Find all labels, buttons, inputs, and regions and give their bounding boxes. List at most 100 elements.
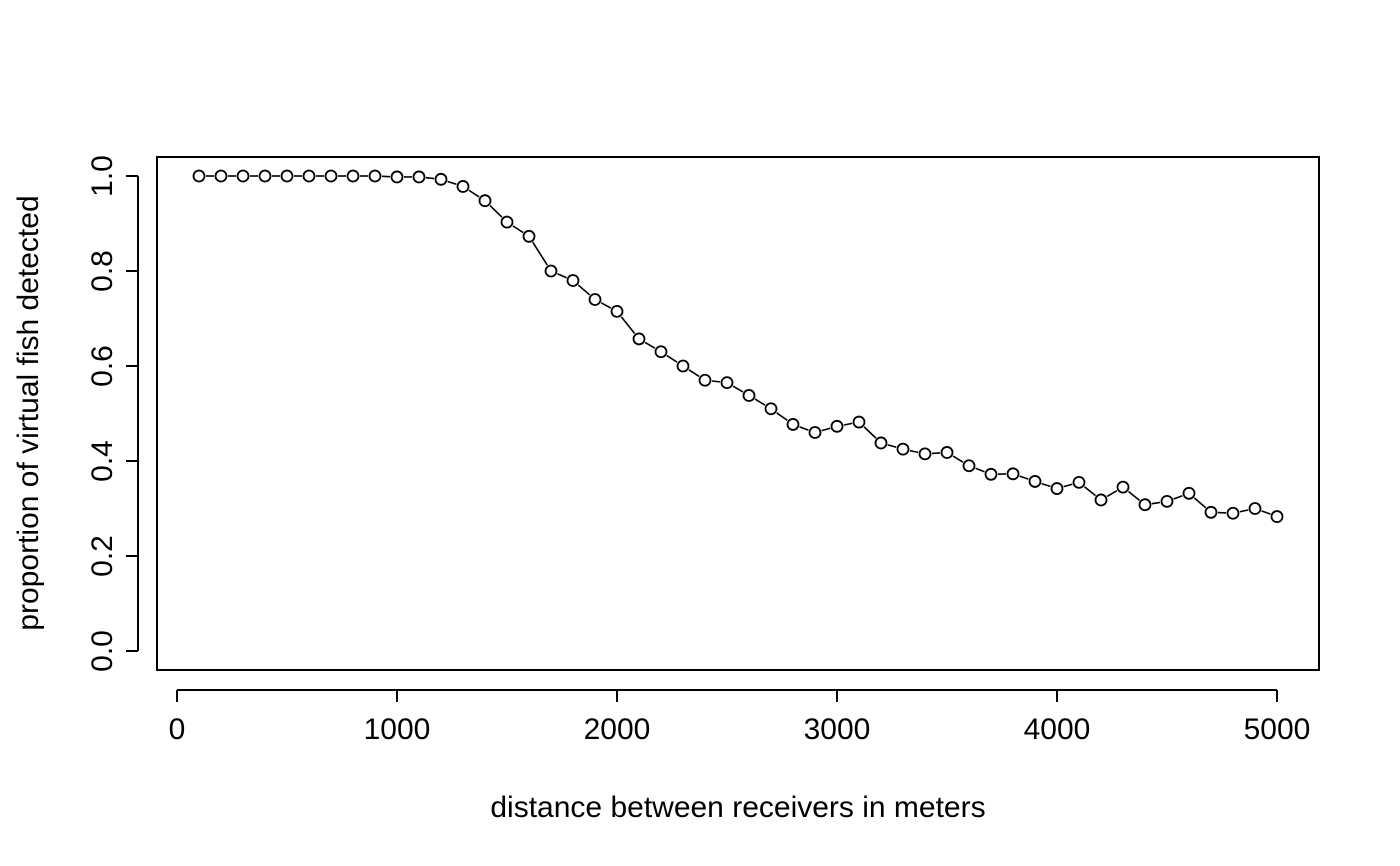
series-line-segment xyxy=(688,369,700,378)
x-tick-label: 3000 xyxy=(804,713,871,746)
y-tick-label: 0.0 xyxy=(86,630,119,672)
y-tick-label: 0.4 xyxy=(86,440,119,482)
data-point xyxy=(654,345,668,359)
data-point xyxy=(236,169,250,183)
x-axis: 0 1000 2000 3000 4000 5000 xyxy=(169,689,1310,746)
y-axis-label: proportion of virtual fish detected xyxy=(12,195,45,630)
series-line-segment xyxy=(577,284,591,296)
data-point xyxy=(1094,493,1108,507)
data-point xyxy=(500,215,514,229)
y-tick-label: 0.6 xyxy=(86,345,119,387)
data-point xyxy=(412,170,426,184)
x-tick-label: 1000 xyxy=(364,713,431,746)
series-line-segment xyxy=(1106,489,1118,498)
x-tick-label: 2000 xyxy=(584,713,651,746)
series-line-segment xyxy=(799,426,809,431)
x-tick-label: 0 xyxy=(169,713,186,746)
series-line-segment xyxy=(931,452,941,455)
y-axis: 0.0 0.2 0.4 0.6 0.8 1.0 xyxy=(86,155,139,672)
data-point xyxy=(456,180,470,193)
series-line-segment xyxy=(975,467,985,473)
data-point xyxy=(1006,467,1020,481)
data-point xyxy=(566,274,580,287)
data-point xyxy=(918,447,932,461)
series-line-segment xyxy=(952,455,964,463)
series-line-segment xyxy=(887,444,897,449)
data-point xyxy=(940,446,954,459)
y-tick-label: 0.2 xyxy=(86,535,119,577)
series-line-segment xyxy=(843,422,853,426)
data-point xyxy=(632,332,646,346)
series-line-segment xyxy=(909,449,919,454)
data-point xyxy=(1226,506,1240,520)
series-line-segment xyxy=(557,273,567,279)
series-line-segment xyxy=(1019,475,1029,480)
series-line-segment xyxy=(512,225,524,234)
data-point xyxy=(896,442,910,456)
data-point xyxy=(808,426,822,439)
data-point xyxy=(434,172,448,186)
series-line-segment xyxy=(1041,482,1051,488)
data-point xyxy=(390,170,404,184)
data-point xyxy=(302,169,316,183)
data-point xyxy=(1138,498,1152,512)
data-point xyxy=(1182,486,1196,500)
series-line-segment xyxy=(1127,490,1141,501)
series-line-segment xyxy=(468,189,480,198)
data-point xyxy=(1160,494,1174,508)
series-line-segment xyxy=(644,341,656,349)
data-point xyxy=(346,169,360,183)
data-point xyxy=(676,359,690,373)
series-line-segment xyxy=(711,380,721,383)
series-line-segment xyxy=(754,398,766,406)
series-line-segment xyxy=(532,241,548,266)
data-point xyxy=(368,169,382,183)
data-point xyxy=(1028,475,1042,488)
data-point xyxy=(588,293,602,306)
data-point xyxy=(764,402,778,416)
series-line-segment xyxy=(447,180,457,186)
series-line-segment xyxy=(1173,494,1183,500)
data-point xyxy=(1270,510,1284,523)
y-tick-label: 1.0 xyxy=(86,155,119,197)
data-point xyxy=(258,169,272,183)
series-line-segment xyxy=(732,385,744,393)
x-axis-label: distance between receivers in meters xyxy=(490,791,985,824)
data-point xyxy=(478,194,492,208)
data-point xyxy=(874,436,888,450)
data-point xyxy=(1204,505,1218,519)
series-line-segment xyxy=(666,354,678,363)
x-tick-label: 4000 xyxy=(1024,713,1091,746)
series-line-segment xyxy=(600,302,612,309)
data-point xyxy=(280,169,294,183)
data-point xyxy=(544,264,558,278)
data-point xyxy=(610,304,624,318)
series-line-group xyxy=(206,175,1271,515)
series-line-segment xyxy=(1083,486,1097,497)
series-line-segment xyxy=(776,412,788,422)
data-point xyxy=(786,418,800,431)
data-point xyxy=(192,169,206,183)
series-line-segment xyxy=(1193,497,1207,509)
series-line-segment xyxy=(1261,510,1271,515)
series-line-segment xyxy=(489,205,503,218)
series-line-segment xyxy=(863,426,877,439)
series-line-segment xyxy=(821,427,831,432)
data-point xyxy=(324,169,338,183)
data-point xyxy=(962,459,976,473)
data-point xyxy=(214,169,228,183)
plot-frame xyxy=(156,156,1320,671)
data-point xyxy=(1050,482,1064,495)
y-tick-label: 0.8 xyxy=(86,250,119,292)
data-point xyxy=(1116,480,1130,494)
data-point xyxy=(830,419,844,433)
series-line-segment xyxy=(1239,509,1249,513)
data-point xyxy=(1248,502,1262,515)
data-point xyxy=(522,229,536,243)
data-point xyxy=(720,376,734,390)
data-point xyxy=(852,415,866,429)
series-points-group xyxy=(192,169,1284,523)
series-line-segment xyxy=(620,316,636,334)
